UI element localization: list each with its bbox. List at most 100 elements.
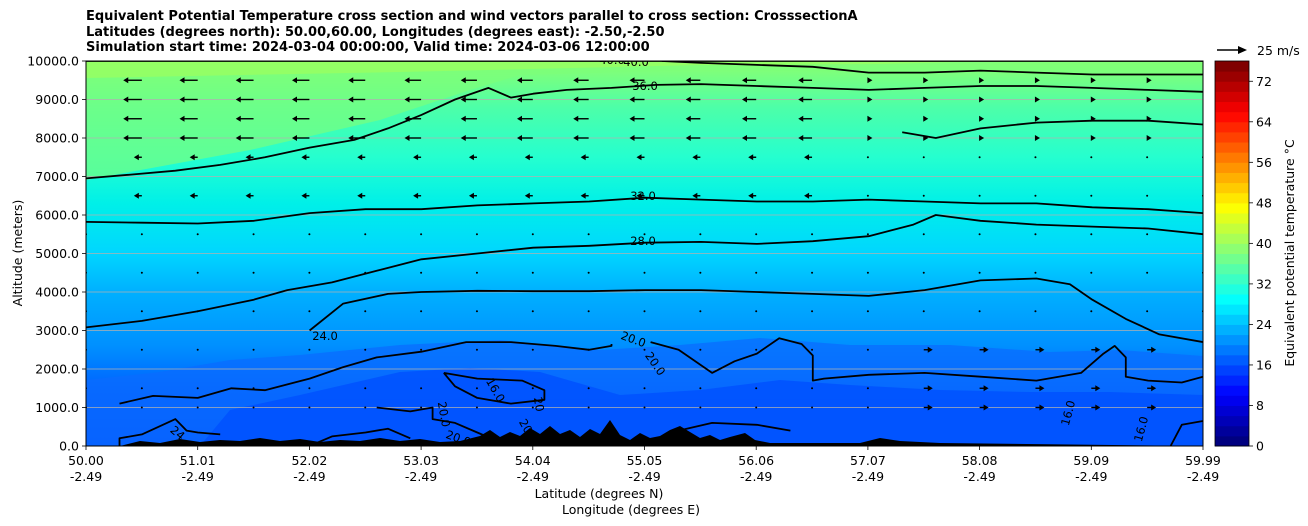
wind-vector-dot xyxy=(699,406,702,409)
wind-vector-head xyxy=(573,77,579,84)
wind-vector-dot xyxy=(1034,233,1037,236)
wind-vector-head xyxy=(235,115,241,122)
wind-vector-dot xyxy=(252,406,255,409)
wind-vector-dot xyxy=(420,406,423,409)
wind-vector-dot xyxy=(475,387,478,390)
wind-vector-dot xyxy=(1090,310,1093,313)
wind-vector-dot xyxy=(1090,194,1093,197)
contour-line xyxy=(309,427,411,446)
wind-vector-dot xyxy=(866,406,869,409)
colorbar-tick-label: 0 xyxy=(1256,439,1264,454)
wind-vector-dot xyxy=(475,348,478,351)
wind-vector-head xyxy=(460,135,466,141)
wind-vector-dot xyxy=(196,233,199,236)
colorbar-band xyxy=(1215,202,1249,214)
wind-vector-dot xyxy=(811,348,814,351)
wind-vector-dot xyxy=(643,406,646,409)
x-tick-label-lat: 55.05 xyxy=(627,453,663,468)
x-tick-label-lat: 58.08 xyxy=(962,453,998,468)
contour-label: 40.0 xyxy=(623,55,649,69)
colorbar-band xyxy=(1215,223,1249,234)
contour-line xyxy=(86,214,1203,329)
contour-line xyxy=(309,277,1203,343)
contour-line xyxy=(678,422,791,432)
wind-vector-dot xyxy=(364,233,367,236)
y-tick-label: 0.0 xyxy=(59,439,79,454)
colorbar-band xyxy=(1215,425,1249,437)
colorbar-band xyxy=(1215,111,1249,123)
wind-vector-dot xyxy=(866,348,869,351)
wind-vector-dot xyxy=(252,348,255,351)
colorbar-band xyxy=(1215,344,1249,356)
x-tick-label-lon: -2.49 xyxy=(963,469,995,484)
contour-label: 16.0 xyxy=(1131,415,1151,443)
wind-vector-dot xyxy=(811,233,814,236)
contour-label: 32.0 xyxy=(630,189,656,203)
x-tick-label-lat: 54.04 xyxy=(515,453,551,468)
x-tick-label-lon: -2.49 xyxy=(70,469,102,484)
colorbar-bands xyxy=(1215,61,1249,447)
wind-vector-dot xyxy=(587,406,590,409)
wind-vector-head xyxy=(798,96,804,103)
wind-vector-dot xyxy=(308,406,311,409)
wind-vector-dot xyxy=(587,310,590,313)
wind-vector-head xyxy=(468,154,474,161)
wind-vector-head xyxy=(245,154,251,161)
colorbar-band xyxy=(1215,233,1249,244)
wind-vector-dot xyxy=(978,194,981,197)
y-tick-label: 8000.0 xyxy=(35,131,79,146)
wind-vector-dot xyxy=(699,233,702,236)
wind-vector-head xyxy=(685,115,691,122)
wind-vector-head xyxy=(123,77,129,84)
contour-label: 36.0 xyxy=(632,79,658,93)
contour-labels: 40.040.036.032.028.024.0 20.020.020.020.0… xyxy=(167,55,1151,446)
contour-line xyxy=(1169,420,1203,446)
wind-vector-dot xyxy=(811,387,814,390)
x-tick-label-lon: -2.49 xyxy=(1187,469,1219,484)
wind-vector-head xyxy=(404,96,410,103)
wind-vector-dot xyxy=(1034,271,1037,274)
wind-vector-head xyxy=(348,77,354,84)
wind-vector-dot xyxy=(1146,233,1149,236)
colorbar-tick-label: 72 xyxy=(1256,74,1272,89)
wind-vector-dot xyxy=(1090,156,1093,159)
wind-vector-dot xyxy=(531,271,534,274)
wind-vector-dot xyxy=(308,310,311,313)
wind-vector-dot xyxy=(252,271,255,274)
x-tick-label-lon: -2.49 xyxy=(740,469,772,484)
colorbar-band xyxy=(1215,142,1249,153)
colorbar-band xyxy=(1215,192,1249,204)
wind-vector-head xyxy=(67,77,72,83)
wind-vector-head xyxy=(979,135,985,141)
wind-vector-head xyxy=(1034,96,1040,103)
wind-vector-head xyxy=(517,135,522,141)
wind-vector-dot xyxy=(1034,194,1037,197)
wind-vector-dot xyxy=(587,387,590,390)
wind-vector-head xyxy=(742,135,747,141)
wind-vector-dot xyxy=(866,156,869,159)
colorbar-tick-label: 8 xyxy=(1256,398,1264,413)
x-tick-label-lon: -2.49 xyxy=(182,469,214,484)
wind-vector-head xyxy=(301,154,307,161)
wind-vector-head xyxy=(748,154,754,161)
wind-vector-dot xyxy=(866,194,869,197)
wind-vector-head xyxy=(1034,77,1040,84)
wind-vector-dot xyxy=(531,406,534,409)
wind-vector-head xyxy=(1090,77,1096,84)
wind-vector-dot xyxy=(1090,233,1093,236)
colorbar-band xyxy=(1215,263,1249,275)
wind-vector-head xyxy=(348,115,354,122)
quiver-key-arrowhead xyxy=(1238,46,1247,54)
colorbar-band xyxy=(1215,71,1249,82)
wind-vector-head xyxy=(189,154,195,161)
wind-vector-dot xyxy=(1090,271,1093,274)
wind-vector-head xyxy=(460,96,466,103)
y-tick-label: 7000.0 xyxy=(35,169,79,184)
wind-vector-head xyxy=(179,135,185,141)
wind-vector-head xyxy=(1095,404,1101,411)
wind-vector-dot xyxy=(420,271,423,274)
wind-vector-dot xyxy=(252,310,255,313)
colorbar-band xyxy=(1215,131,1249,143)
wind-vector-dot xyxy=(196,387,199,390)
wind-vector-dot xyxy=(811,406,814,409)
